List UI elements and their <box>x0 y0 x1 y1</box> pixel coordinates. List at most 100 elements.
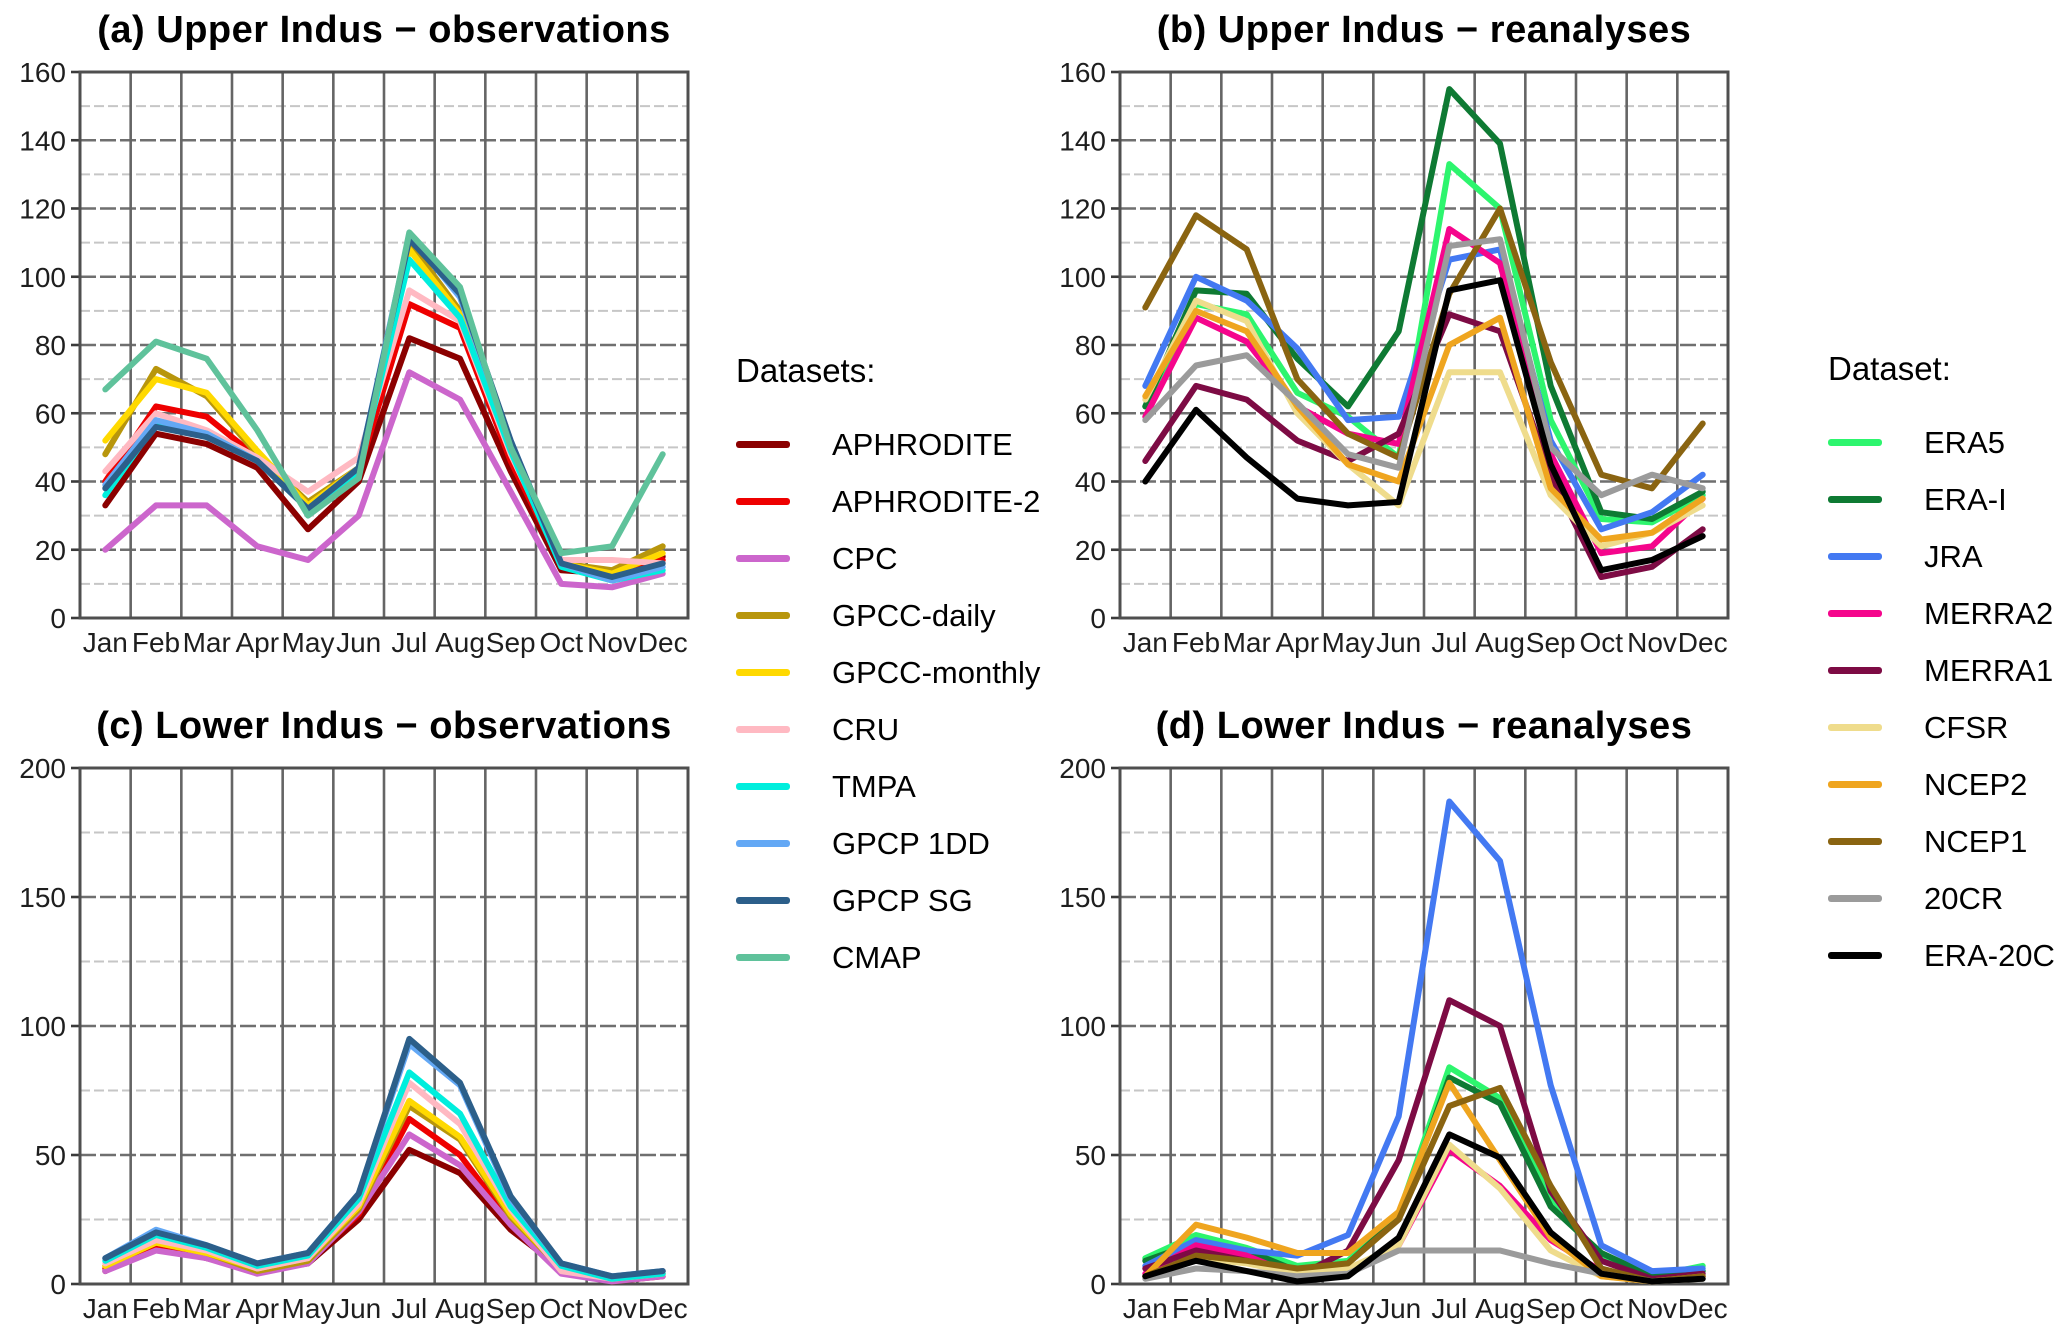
y-axis-tick-label: 40 <box>35 467 66 498</box>
y-axis-tick-label: 150 <box>19 882 66 913</box>
y-axis-tick-label: 160 <box>1059 57 1106 88</box>
x-axis-tick-label: Sep <box>486 1293 536 1324</box>
legend-item-gpcp-1dd: GPCP 1DD <box>736 815 1036 872</box>
legend-item-era5: ERA5 <box>1828 414 2064 471</box>
x-axis-tick-label: Jun <box>336 1293 381 1324</box>
y-axis-tick-label: 60 <box>1075 398 1106 429</box>
legend-item-cmap: CMAP <box>736 929 1036 986</box>
legend-item-label: APHRODITE-2 <box>832 483 1041 519</box>
legend-item-label: GPCC-daily <box>832 597 996 633</box>
legend-color-swatch <box>1828 667 1882 674</box>
y-axis-tick-label: 20 <box>35 535 66 566</box>
x-axis-tick-label: Sep <box>1526 1293 1576 1324</box>
x-axis-tick-label: Jun <box>1376 1293 1421 1324</box>
panel-a-title: (a) Upper Indus − observations <box>97 9 671 51</box>
legend-item-ncep2: NCEP2 <box>1828 756 2064 813</box>
legend-item-label: JRA <box>1924 538 1983 574</box>
x-axis-tick-label: May <box>282 1293 335 1324</box>
legend-item-aphrodite-2: APHRODITE-2 <box>736 473 1040 530</box>
legend-observations-items: APHRODITE APHRODITE-2 CPC GPCC-daily GPCC-mo… <box>736 416 1040 986</box>
legend-item-cru: CRU <box>736 701 1036 758</box>
y-axis-tick-label: 0 <box>50 1269 66 1300</box>
x-axis-tick-label: Dec <box>638 627 688 658</box>
legend-item-20cr: 20CR <box>1828 870 2064 927</box>
legend-color-swatch <box>736 840 790 847</box>
x-axis-tick-label: Oct <box>1580 1293 1624 1324</box>
legend-item-gpcp-sg: GPCP SG <box>736 872 1036 929</box>
x-axis-tick-label: Oct <box>540 1293 584 1324</box>
legend-item-label: CMAP <box>832 939 922 975</box>
legend-color-swatch <box>736 498 790 505</box>
legend-item-label: GPCC-monthly <box>832 654 1041 690</box>
legend-item-label: APHRODITE <box>832 426 1013 462</box>
legend-item-label: MERRA1 <box>1924 652 2054 688</box>
x-axis-tick-label: Apr <box>1276 627 1320 658</box>
panel-b-title: (b) Upper Indus − reanalyses <box>1156 9 1692 51</box>
x-axis-tick-label: Aug <box>435 627 485 658</box>
legend-color-swatch <box>1828 952 1882 959</box>
y-axis-tick-label: 50 <box>35 1140 66 1171</box>
legend-color-swatch <box>1828 838 1882 845</box>
x-axis-tick-label: Sep <box>1526 627 1576 658</box>
legend-item-label: CPC <box>832 540 898 576</box>
plot-frame <box>78 766 690 1286</box>
x-axis-tick-label: Feb <box>1172 627 1220 658</box>
x-axis-tick-label: Jun <box>1376 627 1421 658</box>
x-axis-tick-label: Feb <box>132 1293 180 1324</box>
panel-b-plot: 0 20 40 60 80 100 120 140 160 Jan Feb Mar Apr May Jun J… <box>1059 57 1730 658</box>
y-axis-tick-label: 60 <box>35 398 66 429</box>
x-axis-tick-label: Jan <box>83 1293 128 1324</box>
plot-frame <box>78 70 690 620</box>
panel-a-plot: 0 20 40 60 80 100 120 140 160 Jan Feb Mar Apr May Jun J… <box>19 57 690 658</box>
series-line-gpcp-sg <box>102 1035 666 1280</box>
legend-color-swatch <box>736 954 790 961</box>
x-axis-tick-label: Jan <box>83 627 128 658</box>
x-axis-tick-label: Dec <box>638 1293 688 1324</box>
panel-a: (a) Upper Indus − observations 0 20 40 60 80… <box>2 4 702 666</box>
x-axis-tick-label: Mar <box>183 1293 231 1324</box>
legend-item-label: TMPA <box>832 768 916 804</box>
y-axis-tick-label: 140 <box>19 125 66 156</box>
series-line-20cr <box>1142 236 1706 499</box>
x-axis-tick-label: Jun <box>336 627 381 658</box>
x-axis-tick-label: Apr <box>236 1293 280 1324</box>
legend-observations: Datasets: APHRODITE APHRODITE-2 CPC GPCC-da… <box>736 352 1040 986</box>
series-line-era-20c <box>1142 1131 1706 1285</box>
x-axis-tick-label: Feb <box>1172 1293 1220 1324</box>
x-axis-tick-label: Mar <box>183 627 231 658</box>
panel-b: (b) Upper Indus − reanalyses 0 20 40 60 80 10… <box>1042 4 1742 666</box>
series-line-era-20c <box>1142 277 1706 574</box>
legend-item-merra1: MERRA1 <box>1828 642 2064 699</box>
legend-color-swatch <box>1828 724 1882 731</box>
y-axis-tick-label: 20 <box>1075 535 1106 566</box>
y-axis-tick-label: 80 <box>35 330 66 361</box>
series-line-cmap <box>102 229 666 557</box>
legend-color-swatch <box>1828 610 1882 617</box>
series-line-era5 <box>1142 161 1706 526</box>
legend-item-cpc: CPC <box>736 530 1036 587</box>
legend-item-ncep1: NCEP1 <box>1828 813 2064 870</box>
x-axis-tick-label: May <box>1322 1293 1375 1324</box>
x-axis-tick-label: Sep <box>486 627 536 658</box>
series-line-cfsr <box>1142 297 1706 550</box>
y-axis-tick-label: 100 <box>19 262 66 293</box>
legend-color-swatch <box>1828 895 1882 902</box>
legend-item-tmpa: TMPA <box>736 758 1036 815</box>
y-axis-tick-label: 140 <box>1059 125 1106 156</box>
x-axis-tick-label: Oct <box>540 627 584 658</box>
y-axis-tick-label: 160 <box>19 57 66 88</box>
y-axis-tick-label: 0 <box>1090 603 1106 634</box>
legend-item-aphrodite: APHRODITE <box>736 416 1036 473</box>
legend-color-swatch <box>736 555 790 562</box>
series-line-ncep1 <box>1142 205 1706 492</box>
legend-item-label: MERRA2 <box>1924 595 2054 631</box>
x-axis-tick-label: Aug <box>1475 1293 1525 1324</box>
x-axis-tick-label: Feb <box>132 627 180 658</box>
x-axis-tick-label: May <box>282 627 335 658</box>
legend-item-gpcc-daily: GPCC-daily <box>736 587 1036 644</box>
legend-color-swatch <box>736 897 790 904</box>
x-axis-tick-label: Dec <box>1678 627 1728 658</box>
legend-reanalyses: Dataset: ERA5 ERA-I JRA MERRA2 MERRA1 CFSR NCE… <box>1828 350 2064 984</box>
y-axis-tick-label: 50 <box>1075 1140 1106 1171</box>
